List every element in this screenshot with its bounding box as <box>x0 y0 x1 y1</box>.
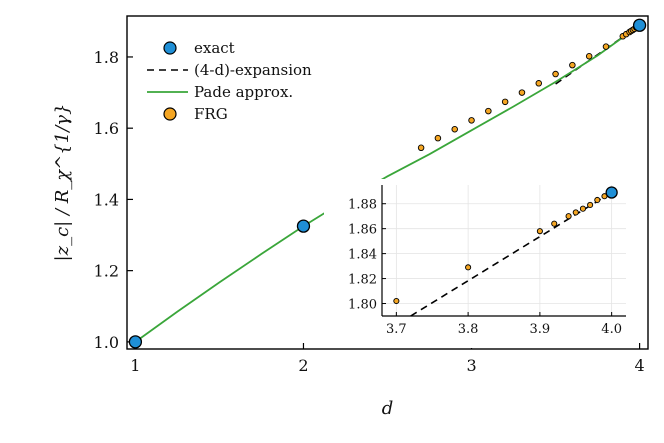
legend-label: (4-d)-expansion <box>194 61 312 79</box>
frg-point <box>594 196 601 204</box>
inset-x-tick-label: 3.8 <box>458 322 479 337</box>
x-axis-title: d <box>382 398 394 419</box>
frg-point <box>417 144 425 152</box>
frg-point <box>451 126 458 133</box>
legend-label: exact <box>194 39 235 57</box>
legend: exact (4-d)-expansion Pade approx. FRG <box>147 39 312 123</box>
legend-label: Pade approx. <box>194 83 293 101</box>
exact-point <box>605 186 618 199</box>
frg-point <box>434 134 442 142</box>
y-tick-label: 1.8 <box>94 48 119 67</box>
frg-point <box>579 205 586 212</box>
frg-point <box>535 80 543 87</box>
y-axis-title: |z_c| / R_χ^{1/γ} <box>52 104 73 262</box>
inset-x-tick-label: 3.7 <box>386 322 407 337</box>
main-plot-panel: 1 2 3 4 1.0 1.2 1.4 1.6 1.8 d |z_c| / R_χ^{1/γ} <box>52 15 649 419</box>
inset-y-tick-label: 1.80 <box>348 298 377 313</box>
frg-point <box>551 220 558 227</box>
inset-x-tick-label: 4.0 <box>601 322 622 337</box>
exact-point <box>296 219 311 233</box>
inset-y-tick-label: 1.82 <box>348 273 377 288</box>
y-tick-label: 1.4 <box>94 190 119 209</box>
x-tick-label: 4 <box>635 356 645 375</box>
exact-point <box>632 18 647 32</box>
frg-point <box>552 70 559 78</box>
y-tick-label: 1.2 <box>94 262 119 281</box>
inset-background <box>324 179 638 348</box>
frg-point <box>536 228 543 235</box>
plot-frame <box>126 15 649 350</box>
exact-point <box>128 335 143 349</box>
frg-point <box>518 89 526 96</box>
frg-point <box>468 117 475 124</box>
inset-y-tick-label: 1.86 <box>348 223 377 238</box>
x-tick-label: 2 <box>298 356 308 375</box>
series-line-pade-approx- <box>134 24 641 343</box>
y-tick-label: 1.0 <box>94 333 119 352</box>
frg-point <box>465 264 472 271</box>
x-tick-label: 3 <box>466 356 476 375</box>
frg-point <box>602 43 610 50</box>
frg-point <box>585 52 593 60</box>
frg-point <box>565 213 572 220</box>
legend-swatch <box>163 41 177 55</box>
inset-x-tick-label: 3.9 <box>530 322 551 337</box>
inset-y-tick-label: 1.88 <box>348 198 377 213</box>
frg-point <box>587 201 594 209</box>
frg-point <box>485 107 492 115</box>
x-tick-label: 1 <box>130 356 140 375</box>
legend-swatch <box>163 107 177 121</box>
frg-point <box>569 61 576 69</box>
frg-point <box>572 209 579 216</box>
inset-plot-panel: 3.7 3.8 3.9 4.0 1.80 1.82 1.84 1.86 1.88 <box>324 179 638 348</box>
frg-point <box>393 297 400 305</box>
legend-label: FRG <box>194 105 228 123</box>
inset-y-tick-label: 1.84 <box>348 248 377 263</box>
frg-point <box>501 98 509 106</box>
y-tick-label: 1.6 <box>94 119 119 138</box>
